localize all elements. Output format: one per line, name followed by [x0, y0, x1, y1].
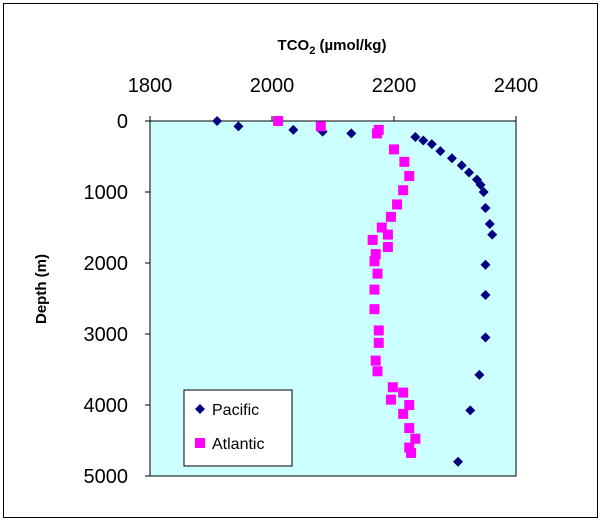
data-point-pacific	[480, 289, 491, 300]
data-point-pacific	[212, 116, 223, 126]
data-point-atlantic	[369, 256, 380, 267]
series-pacific	[212, 116, 498, 467]
data-point-pacific	[346, 128, 357, 139]
data-point-atlantic	[392, 199, 403, 210]
data-point-pacific	[410, 131, 421, 142]
data-point-atlantic	[373, 337, 384, 348]
y-tick-label: 1000	[84, 182, 129, 204]
data-point-pacific	[288, 124, 299, 135]
x-tick-label: 1800	[128, 75, 173, 97]
data-point-pacific	[484, 218, 495, 229]
legend-marker-atlantic	[195, 438, 205, 448]
y-tick-label: 4000	[84, 395, 129, 417]
data-point-atlantic	[404, 400, 415, 410]
tco2-depth-chart: 1800 2000 2200 2400 0 1000 2000 3000 4000 5000 T…	[33, 37, 539, 488]
data-point-atlantic	[404, 423, 415, 434]
data-point-atlantic	[382, 229, 393, 240]
data-point-pacific	[478, 187, 489, 197]
chart-title: TCO2 (µmol/kg)	[278, 37, 387, 57]
legend-label-atlantic: Atlantic	[212, 436, 264, 453]
y-tick-label: 3000	[84, 324, 129, 346]
data-point-atlantic	[369, 304, 380, 315]
data-point-pacific	[480, 332, 491, 343]
data-point-pacific	[426, 139, 437, 150]
x-tick-label: 2400	[494, 75, 539, 97]
data-point-atlantic	[398, 408, 409, 419]
data-point-atlantic	[404, 442, 415, 453]
data-point-atlantic	[404, 171, 415, 182]
data-point-atlantic	[371, 128, 382, 139]
data-point-atlantic	[376, 222, 387, 233]
data-point-pacific	[480, 202, 491, 213]
data-point-pacific	[456, 160, 467, 171]
data-point-atlantic	[385, 394, 396, 405]
data-point-atlantic	[398, 387, 409, 398]
x-tick-label: 2200	[372, 75, 417, 97]
legend-box	[183, 389, 293, 467]
data-point-atlantic	[406, 447, 417, 458]
data-point-atlantic	[398, 185, 409, 196]
y-axis-label: Depth (m)	[33, 254, 50, 324]
data-point-atlantic	[389, 144, 399, 155]
legend-marker-pacific	[195, 404, 205, 414]
data-point-atlantic	[385, 211, 396, 222]
data-point-atlantic	[370, 249, 381, 260]
data-point-pacific	[474, 369, 485, 380]
data-point-pacific	[475, 179, 486, 190]
data-point-pacific	[233, 121, 244, 132]
data-point-atlantic	[372, 268, 383, 279]
x-tick-label: 2000	[250, 75, 295, 97]
y-tick-label: 2000	[84, 253, 129, 275]
y-tick-label: 5000	[84, 466, 129, 488]
data-point-atlantic	[273, 116, 284, 126]
data-point-pacific	[418, 135, 429, 146]
data-point-pacific	[487, 229, 498, 240]
data-point-atlantic	[370, 355, 381, 366]
data-point-atlantic	[369, 284, 380, 295]
data-point-atlantic	[315, 121, 326, 132]
data-point-atlantic	[382, 242, 393, 253]
data-point-pacific	[446, 153, 457, 164]
legend: Pacific Atlantic	[183, 389, 293, 467]
chart-frame: 1800 2000 2200 2400 0 1000 2000 3000 4000 5000 T…	[3, 3, 598, 518]
data-point-atlantic	[372, 366, 383, 377]
data-point-pacific	[464, 167, 475, 178]
legend-label-pacific: Pacific	[212, 402, 259, 419]
data-point-pacific	[480, 259, 491, 270]
data-point-atlantic	[387, 382, 398, 393]
data-point-atlantic	[373, 325, 384, 336]
data-point-atlantic	[399, 156, 410, 167]
series-atlantic	[273, 116, 421, 458]
data-point-pacific	[453, 456, 464, 467]
data-point-atlantic	[367, 234, 378, 245]
data-point-pacific	[465, 405, 476, 416]
y-tick-label: 0	[117, 111, 128, 133]
data-point-pacific	[435, 146, 446, 157]
data-point-atlantic	[410, 433, 421, 444]
